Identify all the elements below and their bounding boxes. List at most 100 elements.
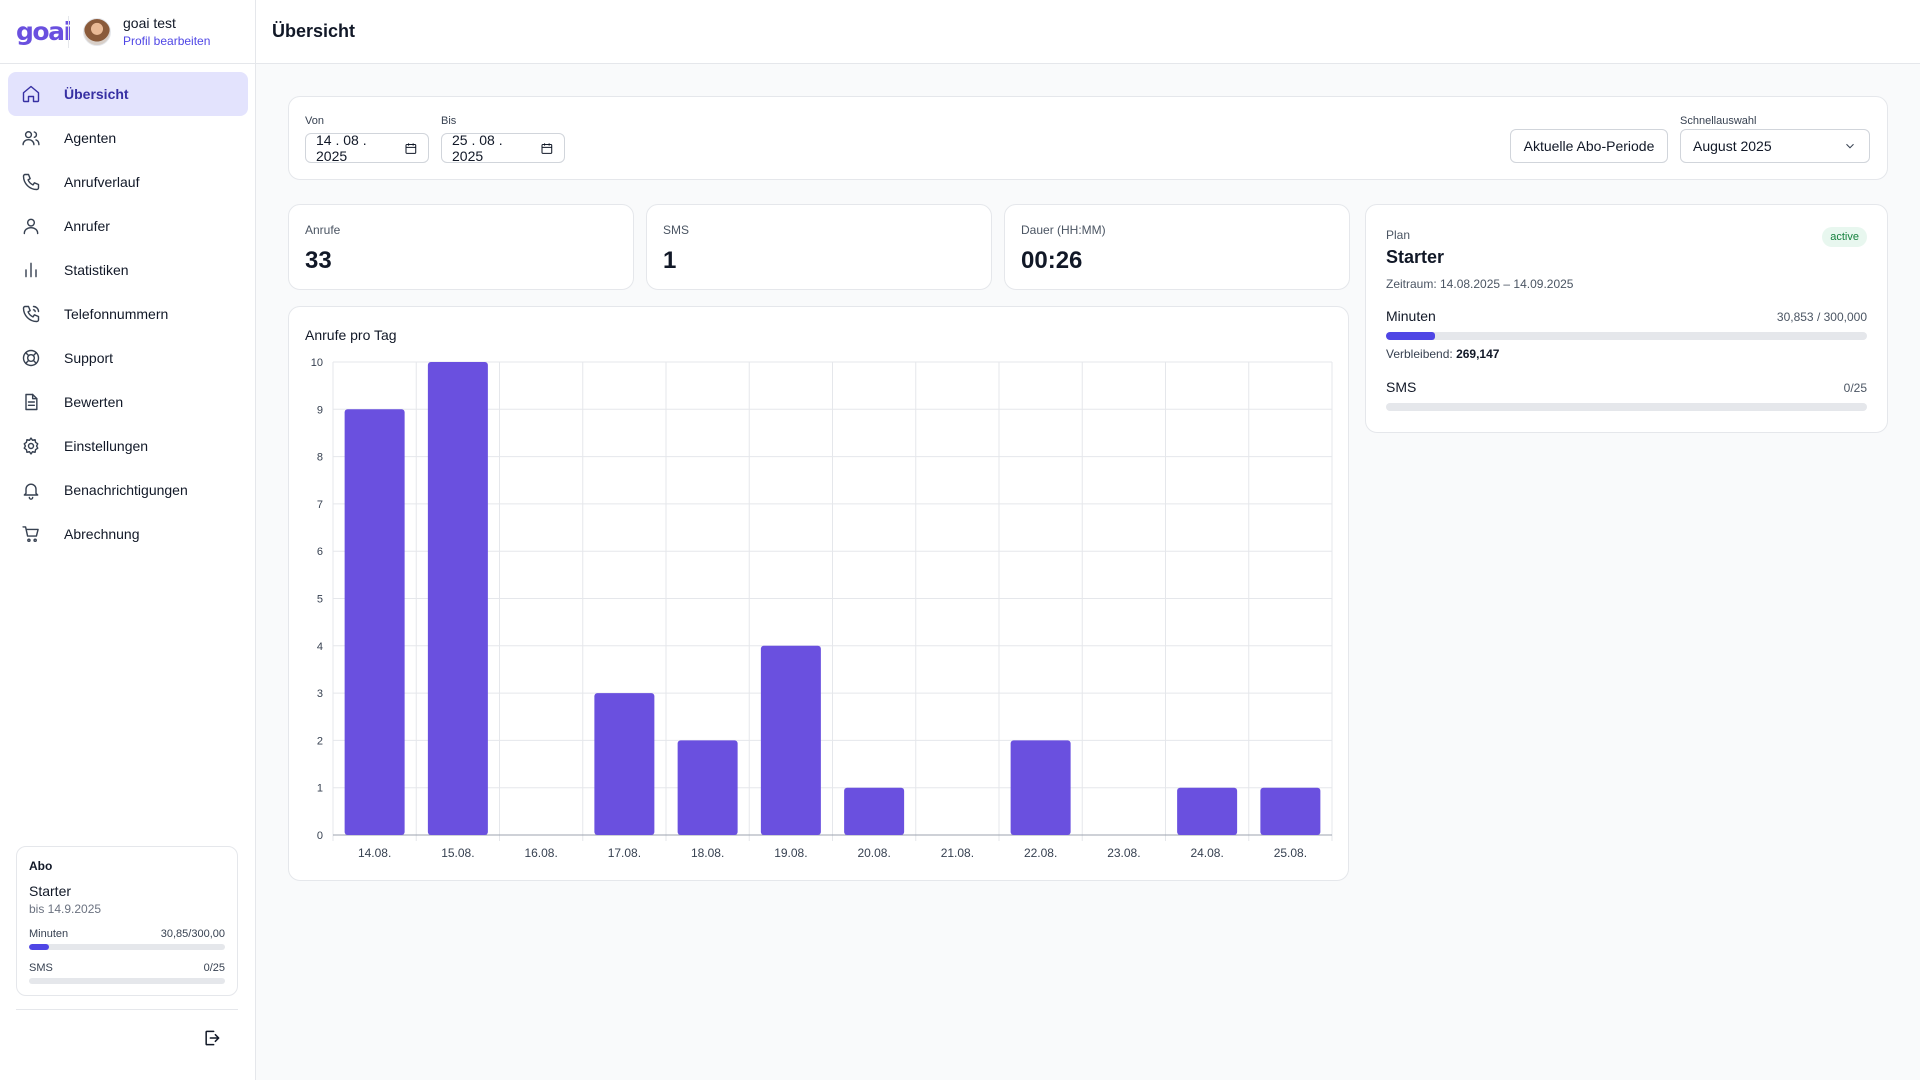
status-badge: active: [1822, 227, 1867, 247]
stat-card-sms: SMS 1: [646, 204, 992, 290]
nav-label: Statistiken: [64, 262, 129, 278]
nav-label: Anrufverlauf: [64, 174, 140, 190]
nav-label: Agenten: [64, 130, 117, 146]
abo-minutes-bar: [29, 944, 225, 950]
nav-item-benachrichtigungen[interactable]: Benachrichtigungen: [8, 468, 248, 512]
home-icon: [20, 83, 42, 105]
abo-minutes-bar-fill: [29, 944, 50, 950]
users-icon: [20, 127, 42, 149]
abo-sms-value: 0/25: [203, 962, 225, 974]
plan-minutes-bar: [1386, 332, 1867, 340]
nav-item-uebersicht[interactable]: Übersicht: [8, 72, 248, 116]
bar-chart-icon: [20, 259, 42, 281]
sidebar-divider: [16, 1009, 238, 1010]
abo-minutes-label: Minuten: [29, 928, 69, 940]
nav-item-anrufverlauf[interactable]: Anrufverlauf: [8, 160, 248, 204]
abo-minutes-row: Minuten 30,85/300,00: [29, 928, 225, 940]
stat-label: Anrufe: [305, 223, 341, 237]
nav-item-bewerten[interactable]: Bewerten: [8, 380, 248, 424]
calendar-icon[interactable]: [540, 141, 554, 156]
sidebar-header: goai goai test Profil bearbeiten: [0, 0, 255, 64]
quick-select-label: Schnellauswahl: [1680, 115, 1757, 127]
plan-sms-bar: [1386, 403, 1867, 411]
chevron-down-icon: [1846, 143, 1854, 149]
nav-label: Benachrichtigungen: [64, 482, 188, 498]
remaining-label: Verbleibend:: [1386, 347, 1453, 361]
brand-logo[interactable]: goai: [16, 17, 72, 46]
phone-icon: [20, 171, 42, 193]
gear-icon: [20, 435, 42, 457]
y-tick-label: 0: [317, 830, 323, 842]
y-tick-label: 10: [311, 357, 323, 369]
nav-label: Support: [64, 350, 114, 366]
bar-22-08: [1010, 740, 1071, 835]
stat-label: Dauer (HH:MM): [1021, 223, 1106, 237]
plan-sms-row: SMS 0/25: [1386, 379, 1867, 395]
abo-sms-label: SMS: [29, 962, 53, 974]
nav-label: Anrufer: [64, 218, 110, 234]
y-tick-label: 2: [317, 735, 323, 747]
abo-minutes-value: 30,85/300,00: [160, 928, 225, 940]
bar-25-08: [1260, 787, 1321, 835]
x-tick-label: 19.08.: [774, 846, 807, 860]
x-tick-label: 14.08.: [358, 846, 391, 860]
bar-18-08: [677, 740, 738, 835]
quick-select-dropdown[interactable]: August 2025: [1680, 129, 1870, 163]
y-tick-label: 1: [317, 783, 323, 795]
nav-item-einstellungen[interactable]: Einstellungen: [8, 424, 248, 468]
plan-minutes-row: Minuten 30,853 / 300,000: [1386, 308, 1867, 324]
user-icon: [20, 215, 42, 237]
to-date-value: 25 . 08 . 2025: [452, 132, 503, 164]
current-period-button[interactable]: Aktuelle Abo-Periode: [1510, 129, 1668, 163]
y-tick-label: 5: [317, 594, 323, 606]
x-tick-label: 23.08.: [1107, 846, 1140, 860]
logout-icon: [205, 1030, 220, 1046]
abo-sms-bar: [29, 978, 225, 984]
nav-item-abrechnung[interactable]: Abrechnung: [8, 512, 248, 556]
avatar[interactable]: [83, 17, 111, 46]
edit-profile-link[interactable]: Profil bearbeiten: [123, 34, 211, 48]
nav-item-telefonnummern[interactable]: Telefonnummern: [8, 292, 248, 336]
from-date-input[interactable]: 14 . 08 . 2025: [305, 132, 429, 164]
x-tick-label: 25.08.: [1274, 846, 1307, 860]
abo-until: bis 14.9.2025: [29, 902, 102, 916]
nav-item-anrufer[interactable]: Anrufer: [8, 204, 248, 248]
nav-item-agenten[interactable]: Agenten: [8, 116, 248, 160]
plan-name: Starter: [1386, 247, 1445, 267]
x-tick-label: 18.08.: [691, 846, 724, 860]
nav-item-support[interactable]: Support: [8, 336, 248, 380]
bell-icon: [20, 479, 42, 501]
calls-per-day-chart: 0 1 2 3 4 5 6 7 8 9 10 14.08. 15.08. 16.08. 17.08. 18.0…: [311, 357, 1333, 860]
main-nav: Übersicht Agenten Anrufverlauf Anrufer S…: [8, 72, 248, 556]
y-tick-label: 4: [317, 641, 323, 653]
bar-14-08: [344, 409, 405, 835]
logout-button[interactable]: [200, 1026, 224, 1050]
nav-label: Telefonnummern: [64, 306, 169, 322]
stat-value: 1: [663, 247, 677, 274]
x-tick-label: 21.08.: [941, 846, 974, 860]
chart-title: Anrufe pro Tag: [305, 327, 397, 343]
stat-value: 00:26: [1021, 247, 1083, 274]
to-label: Bis: [441, 115, 457, 127]
sidebar: goai goai test Profil bearbeiten Übersic…: [0, 0, 256, 1080]
calendar-icon[interactable]: [404, 141, 418, 156]
stat-card-duration: Dauer (HH:MM) 00:26: [1004, 204, 1350, 290]
abo-title: Abo: [29, 859, 53, 873]
nav-item-statistiken[interactable]: Statistiken: [8, 248, 248, 292]
nav-label: Einstellungen: [64, 438, 149, 454]
nav-label: Abrechnung: [64, 526, 140, 542]
x-tick-label: 15.08.: [441, 846, 474, 860]
cart-icon: [20, 523, 42, 545]
document-icon: [20, 391, 42, 413]
nav-label: Übersicht: [64, 86, 129, 102]
y-tick-label: 7: [317, 499, 323, 511]
y-tick-label: 3: [317, 688, 323, 700]
bar-20-08: [844, 787, 905, 835]
date-filter-card: Von 14 . 08 . 2025 Bis 25 . 08 . 2025 Ak…: [288, 96, 1888, 180]
x-tick-label: 20.08.: [857, 846, 890, 860]
stat-label: SMS: [663, 223, 690, 237]
x-tick-label: 16.08.: [524, 846, 557, 860]
top-bar: Übersicht: [256, 0, 1920, 64]
to-date-input[interactable]: 25 . 08 . 2025: [441, 132, 565, 164]
plan-minutes-value: 30,853 / 300,000: [1776, 310, 1867, 324]
